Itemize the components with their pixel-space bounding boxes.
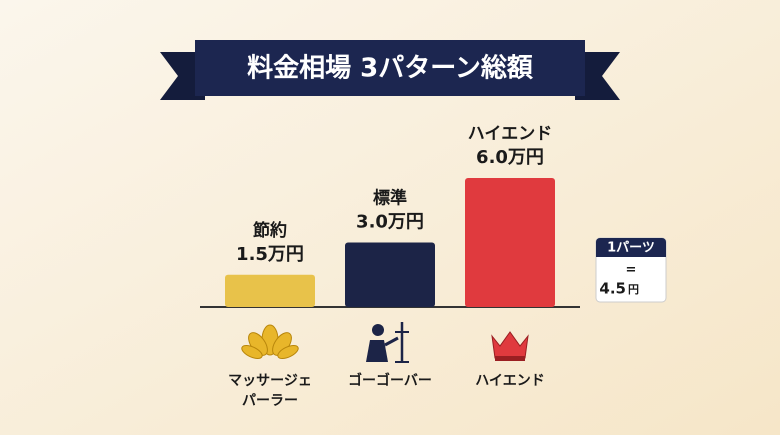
category-label: 節約 (252, 220, 287, 241)
category-label: 標準 (373, 188, 407, 209)
category-label: ハイエンド (468, 124, 553, 144)
person-icon (366, 322, 409, 363)
note-value: 4.5 (599, 280, 626, 298)
category-caption: マッサージェ (228, 373, 312, 389)
value-label: 1.5万円 (236, 244, 304, 265)
category-caption: パーラー (242, 393, 298, 409)
title-banner (160, 40, 620, 100)
chart-title: 料金相場 3パターン総額 (247, 53, 534, 84)
value-label: 3.0万円 (356, 212, 424, 233)
bar (345, 242, 435, 307)
note-unit: 円 (628, 283, 639, 296)
note-equals: = (626, 263, 637, 278)
bar (465, 178, 555, 307)
note-title: 1パーツ (607, 241, 655, 256)
crown-icon (491, 331, 529, 361)
note-box (595, 237, 667, 303)
value-label: 6.0万円 (476, 147, 544, 168)
category-caption: ハイエンド (475, 373, 545, 389)
lotus-icon (241, 324, 299, 359)
category-caption: ゴーゴーバー (348, 372, 432, 389)
bar (225, 274, 315, 307)
